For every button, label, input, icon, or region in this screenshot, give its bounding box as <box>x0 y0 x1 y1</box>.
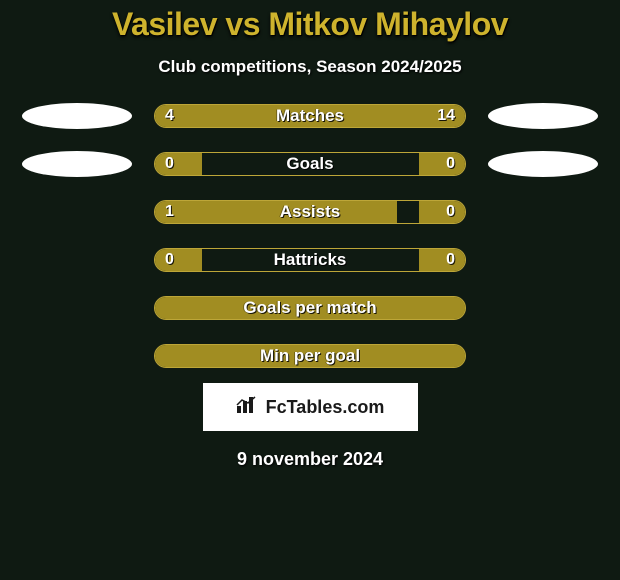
left-spacer <box>22 343 132 369</box>
stat-bar: 00Hattricks <box>154 248 466 272</box>
date-label: 9 november 2024 <box>237 449 383 470</box>
stat-bar-left: 0 <box>155 249 202 271</box>
stat-bar-left <box>155 345 465 367</box>
stat-value-left: 0 <box>165 251 174 269</box>
stat-row: 414Matches <box>0 103 620 129</box>
comparison-card: Vasilev vs Mitkov Mihaylov Club competit… <box>0 0 620 580</box>
left-spacer <box>22 295 132 321</box>
stat-row: 00Hattricks <box>0 247 620 273</box>
subtitle: Club competitions, Season 2024/2025 <box>158 57 461 77</box>
left-spacer <box>22 247 132 273</box>
stat-bar-right: 0 <box>419 201 466 223</box>
stat-value-left: 0 <box>165 155 174 173</box>
stat-bar: 414Matches <box>154 104 466 128</box>
left-spacer <box>22 199 132 225</box>
brand-badge: FcTables.com <box>203 383 418 431</box>
right-spacer <box>488 295 598 321</box>
left-player-marker <box>22 103 132 129</box>
stat-bar-right: 14 <box>223 105 465 127</box>
stat-value-right: 0 <box>446 203 455 221</box>
right-spacer <box>488 343 598 369</box>
stat-row: Goals per match <box>0 295 620 321</box>
stat-bar: Min per goal <box>154 344 466 368</box>
stat-row: 00Goals <box>0 151 620 177</box>
stat-bar-right <box>455 297 465 319</box>
stat-bar-left <box>155 297 465 319</box>
stat-row: Min per goal <box>0 343 620 369</box>
stat-bar-left: 0 <box>155 153 202 175</box>
stat-value-left: 1 <box>165 203 174 221</box>
stat-value-right: 0 <box>446 155 455 173</box>
stat-row: 10Assists <box>0 199 620 225</box>
stat-value-right: 14 <box>437 107 455 125</box>
stat-bar: 10Assists <box>154 200 466 224</box>
stat-bar-right: 0 <box>419 249 466 271</box>
right-player-marker <box>488 103 598 129</box>
stat-bar-right: 0 <box>419 153 466 175</box>
stat-bar: 00Goals <box>154 152 466 176</box>
stat-value-right: 0 <box>446 251 455 269</box>
right-spacer <box>488 247 598 273</box>
stat-bar-right <box>455 345 465 367</box>
right-spacer <box>488 199 598 225</box>
right-player-marker <box>488 151 598 177</box>
stat-bar: Goals per match <box>154 296 466 320</box>
stat-bar-left: 4 <box>155 105 223 127</box>
left-player-marker <box>22 151 132 177</box>
brand-icon <box>236 396 258 419</box>
brand-name: FcTables.com <box>266 397 385 418</box>
stat-bar-left: 1 <box>155 201 397 223</box>
stat-value-left: 4 <box>165 107 174 125</box>
stats-block: 414Matches00Goals10Assists00HattricksGoa… <box>0 103 620 369</box>
page-title: Vasilev vs Mitkov Mihaylov <box>112 6 508 43</box>
